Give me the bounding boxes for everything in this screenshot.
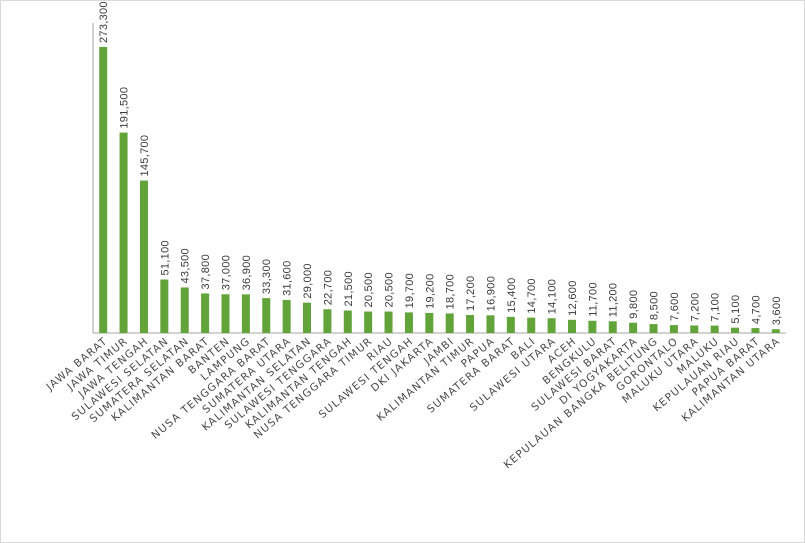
- value-label-6: 37,000: [220, 255, 232, 290]
- bar-22: [547, 318, 556, 333]
- value-label-27: 8,500: [649, 291, 661, 320]
- value-label-28: 7,600: [669, 292, 681, 321]
- bar-17: [445, 313, 454, 333]
- value-label-23: 12,600: [567, 280, 579, 315]
- bar-21: [527, 317, 536, 333]
- value-label-9: 31,600: [282, 260, 294, 295]
- value-label-19: 16,900: [485, 276, 497, 311]
- value-label-26: 9,800: [628, 290, 640, 319]
- bar-3: [160, 279, 169, 333]
- value-label-8: 33,300: [261, 259, 273, 294]
- bar-19: [486, 315, 495, 333]
- bar-26: [629, 322, 638, 333]
- bar-10: [303, 302, 312, 333]
- value-label-32: 4,700: [750, 295, 762, 324]
- value-label-7: 36,900: [241, 255, 253, 290]
- bar-8: [262, 298, 271, 333]
- bar-24: [588, 320, 597, 333]
- bar-9: [282, 299, 291, 333]
- value-label-25: 11,200: [608, 283, 620, 318]
- bar-16: [425, 312, 434, 333]
- bar-33: [771, 329, 780, 333]
- value-label-21: 14,700: [526, 278, 538, 313]
- value-label-3: 51,100: [159, 240, 171, 275]
- bar-28: [669, 325, 678, 333]
- value-label-13: 20,500: [363, 272, 375, 307]
- value-label-31: 5,100: [730, 295, 742, 324]
- bar-23: [567, 319, 576, 333]
- bar-27: [649, 324, 658, 333]
- value-label-18: 17,200: [465, 276, 477, 311]
- value-label-14: 20,500: [384, 272, 396, 307]
- bar-32: [751, 328, 760, 333]
- value-labels-group: 273,300 191,500 145,700 51,100 43,500 37,800 3…: [98, 1, 783, 325]
- bar-13: [364, 311, 373, 333]
- bar-14: [384, 311, 393, 333]
- bar-18: [466, 315, 475, 333]
- bars-group: [99, 47, 780, 333]
- bar-30: [710, 325, 719, 333]
- bar-20: [506, 316, 515, 333]
- bar-0: [99, 47, 108, 333]
- value-label-29: 7,200: [689, 292, 701, 321]
- value-label-16: 19,200: [424, 273, 436, 308]
- bar-4: [180, 287, 189, 333]
- value-label-17: 18,700: [445, 274, 457, 309]
- bar-7: [241, 294, 250, 333]
- value-label-30: 7,100: [710, 293, 722, 322]
- bar-15: [404, 312, 413, 333]
- bar-12: [343, 310, 352, 333]
- value-label-20: 15,400: [506, 277, 518, 312]
- value-label-15: 19,700: [404, 273, 416, 308]
- bar-5: [201, 293, 210, 333]
- bar-6: [221, 294, 230, 333]
- value-label-24: 11,700: [587, 282, 599, 317]
- bar-29: [690, 325, 699, 333]
- value-label-10: 29,000: [302, 263, 314, 298]
- bar-1: [119, 132, 128, 333]
- bar-11: [323, 309, 332, 333]
- bar-31: [731, 327, 740, 333]
- bar-2: [139, 180, 148, 333]
- value-label-33: 3,600: [771, 296, 783, 325]
- value-label-2: 145,700: [139, 135, 151, 177]
- value-label-1: 191,500: [119, 87, 131, 129]
- value-label-11: 22,700: [322, 270, 334, 305]
- value-label-5: 37,800: [200, 254, 212, 289]
- value-label-22: 14,100: [547, 279, 559, 314]
- value-label-0: 273,300: [98, 1, 110, 43]
- value-label-12: 21,500: [343, 271, 355, 306]
- value-label-4: 43,500: [180, 248, 192, 283]
- bar-25: [608, 321, 617, 333]
